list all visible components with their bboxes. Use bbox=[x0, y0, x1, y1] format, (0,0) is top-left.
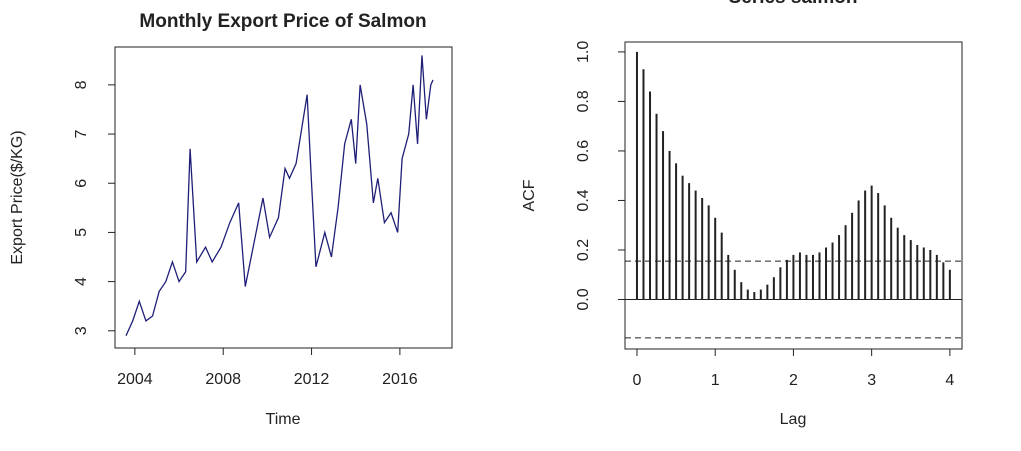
x-tick-label: 2016 bbox=[382, 371, 418, 388]
y-axis-label: ACF bbox=[521, 179, 538, 211]
acf-bar bbox=[935, 254, 938, 300]
y-tick-label: 0.8 bbox=[575, 90, 592, 112]
acf-bar bbox=[844, 225, 847, 300]
chart-title: Monthly Export Price of Salmon bbox=[139, 11, 426, 32]
x-tick-label: 3 bbox=[867, 372, 876, 389]
x-tick-label: 1 bbox=[711, 372, 720, 389]
acf-bar bbox=[909, 240, 912, 300]
acf-bar bbox=[642, 69, 645, 300]
acf-bar bbox=[805, 254, 808, 300]
acf-bar bbox=[942, 262, 945, 300]
acf-bar bbox=[785, 259, 788, 300]
acf-bar bbox=[668, 150, 671, 300]
acf-bar bbox=[714, 217, 717, 300]
acf-bar bbox=[759, 289, 762, 300]
x-axis-label: Time bbox=[266, 411, 301, 428]
acf-bar bbox=[818, 252, 821, 300]
acf-bar bbox=[877, 193, 880, 300]
acf-bar bbox=[851, 212, 854, 300]
x-tick-label: 2 bbox=[789, 372, 798, 389]
acf-bar bbox=[831, 242, 834, 300]
acf-bar bbox=[662, 131, 665, 300]
acf-bar bbox=[675, 163, 678, 300]
acf-bar bbox=[649, 91, 652, 300]
acf-bar bbox=[903, 235, 906, 300]
y-tick-label: 1.0 bbox=[575, 41, 592, 63]
acf-bar bbox=[701, 197, 704, 300]
acf-bar bbox=[916, 245, 919, 300]
x-tick-label: 0 bbox=[633, 372, 642, 389]
acf-bar bbox=[779, 267, 782, 300]
acf-bar bbox=[720, 232, 723, 300]
x-tick-label: 2008 bbox=[205, 371, 241, 388]
acf-bar bbox=[688, 183, 691, 300]
y-tick-label: 0.6 bbox=[575, 140, 592, 162]
acf-bar bbox=[733, 269, 736, 300]
acf-bar bbox=[655, 113, 658, 300]
acf-bar bbox=[922, 247, 925, 300]
x-tick-label: 2012 bbox=[294, 371, 330, 388]
acf-bar bbox=[890, 217, 893, 300]
acf-bar bbox=[681, 175, 684, 300]
acf-bar bbox=[811, 254, 814, 300]
y-tick-label: 5 bbox=[73, 228, 90, 237]
plot-frame bbox=[114, 46, 453, 349]
x-axis-label: Lag bbox=[780, 411, 807, 428]
y-tick-label: 0.4 bbox=[575, 189, 592, 211]
y-tick-label: 6 bbox=[73, 179, 90, 188]
chart-title: Series salmon bbox=[729, 0, 858, 8]
acf-bar bbox=[753, 292, 756, 300]
x-tick-label: 2004 bbox=[117, 371, 153, 388]
y-tick-label: 3 bbox=[73, 326, 90, 335]
acf-bar bbox=[857, 200, 860, 300]
y-tick-label: 8 bbox=[73, 80, 90, 89]
acf-bar bbox=[772, 277, 775, 300]
acf-bar bbox=[694, 190, 697, 300]
acf-bar bbox=[727, 254, 730, 300]
y-tick-label: 0.2 bbox=[575, 239, 592, 261]
acf-bar bbox=[766, 284, 769, 300]
acf-bar bbox=[929, 249, 932, 300]
x-tick-label: 4 bbox=[945, 372, 954, 389]
y-tick-label: 0.0 bbox=[575, 288, 592, 310]
acf-bar bbox=[838, 235, 841, 300]
price-line bbox=[125, 55, 434, 336]
acf-bar bbox=[883, 205, 886, 300]
y-axis-label: Export Price($/KG) bbox=[9, 130, 26, 264]
acf-bar bbox=[707, 205, 710, 300]
acf-bar bbox=[740, 282, 743, 300]
acf-bar bbox=[635, 51, 638, 300]
acf-bar bbox=[870, 185, 873, 300]
acf-bar bbox=[864, 190, 867, 300]
y-tick-label: 7 bbox=[73, 130, 90, 139]
acf-bar bbox=[825, 247, 828, 300]
acf-bar bbox=[792, 254, 795, 300]
acf-bar bbox=[746, 289, 749, 300]
y-tick-label: 4 bbox=[73, 277, 90, 286]
acf-bar bbox=[948, 269, 951, 300]
acf-bar bbox=[896, 227, 899, 300]
acf-bar bbox=[798, 252, 801, 300]
